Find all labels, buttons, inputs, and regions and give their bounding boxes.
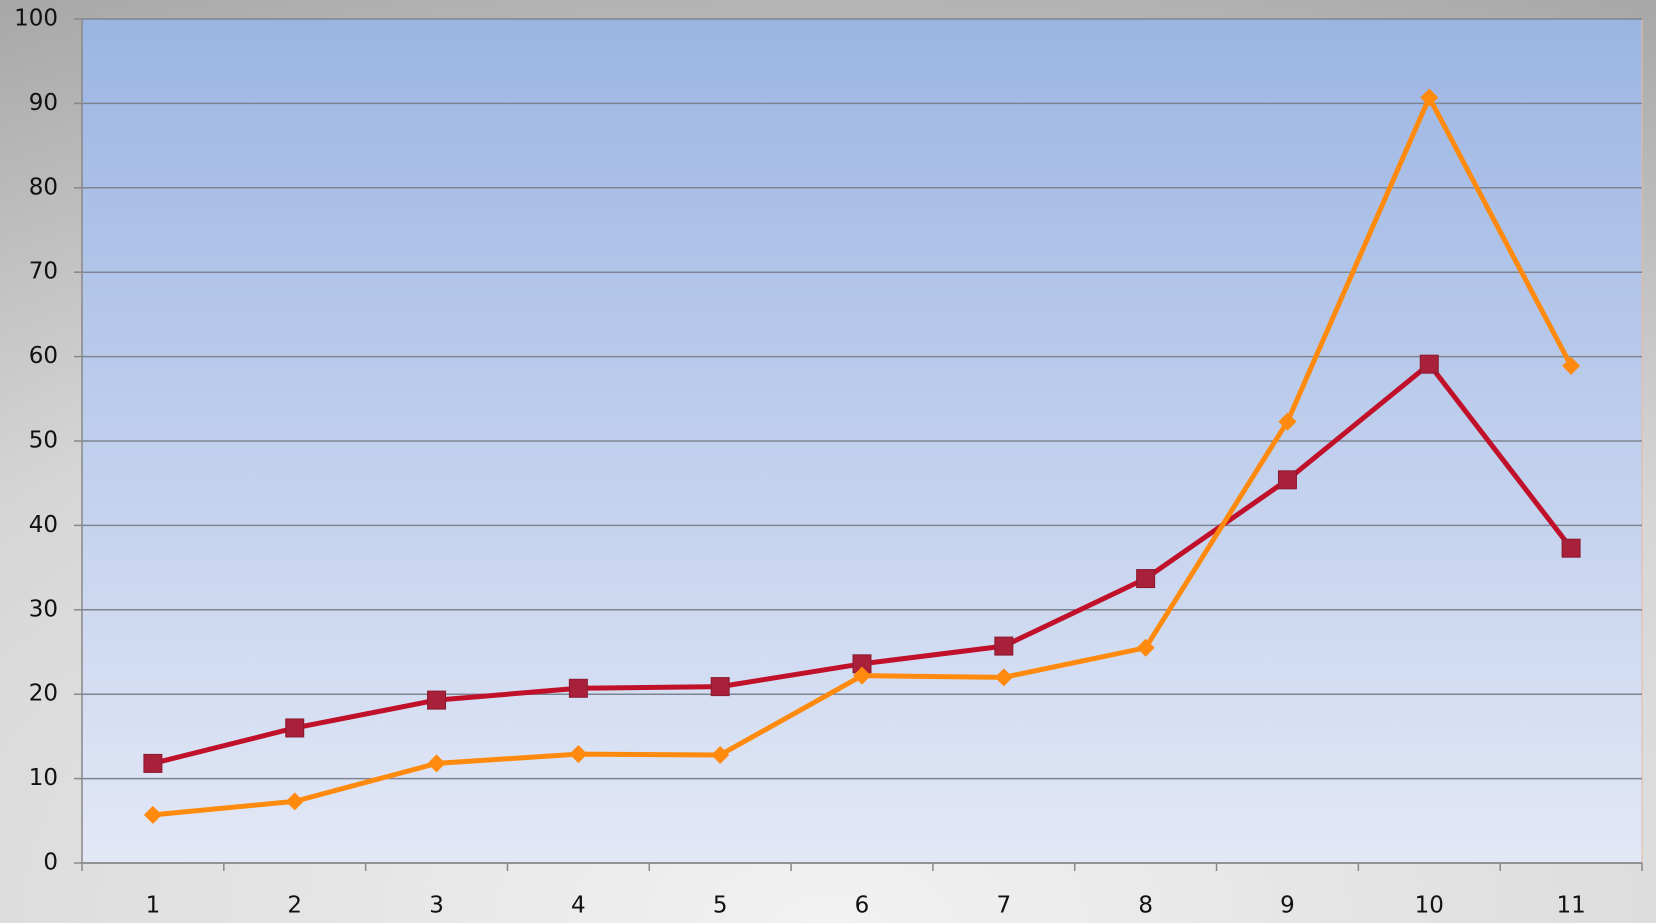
y-tick-label: 0 [43,850,58,876]
marker [1278,412,1297,431]
marker [427,690,447,710]
marker [1562,356,1581,375]
marker [285,718,305,738]
x-tick-label: 1 [146,893,161,919]
marker [1561,538,1581,558]
y-tick-label: 40 [29,512,58,538]
y-tick-label: 20 [29,681,58,707]
x-tick-label: 8 [1138,893,1153,919]
y-tick-label: 80 [29,174,58,200]
marker [569,745,588,764]
marker [143,753,163,773]
marker [285,792,304,811]
marker [1136,569,1156,589]
marker [711,745,730,764]
x-tick-label: 4 [571,893,586,919]
marker [1419,354,1439,374]
y-tick-label: 90 [29,90,58,116]
x-tick-label: 5 [713,893,728,919]
x-tick-label: 6 [855,893,870,919]
y-tick-label: 30 [29,596,58,622]
y-tick-label: 50 [29,428,58,454]
marker [568,678,588,698]
y-tick-label: 100 [14,6,58,32]
y-tick-label: 70 [29,259,58,285]
x-tick-label: 11 [1556,893,1585,919]
marker [853,666,871,685]
marker [1420,88,1439,107]
marker [994,668,1013,687]
marker [143,805,162,824]
marker [1136,638,1155,657]
y-tick-label: 60 [29,343,58,369]
x-tick-label: 2 [287,893,302,919]
x-tick-label: 9 [1280,893,1295,919]
y-tick-label: 10 [29,765,58,791]
marker [427,754,446,773]
x-tick-label: 10 [1415,893,1444,919]
x-tick-label: 7 [996,893,1011,919]
marker [710,677,730,697]
marker [1277,470,1297,490]
x-tick-label: 3 [429,893,444,919]
marker [994,636,1014,656]
